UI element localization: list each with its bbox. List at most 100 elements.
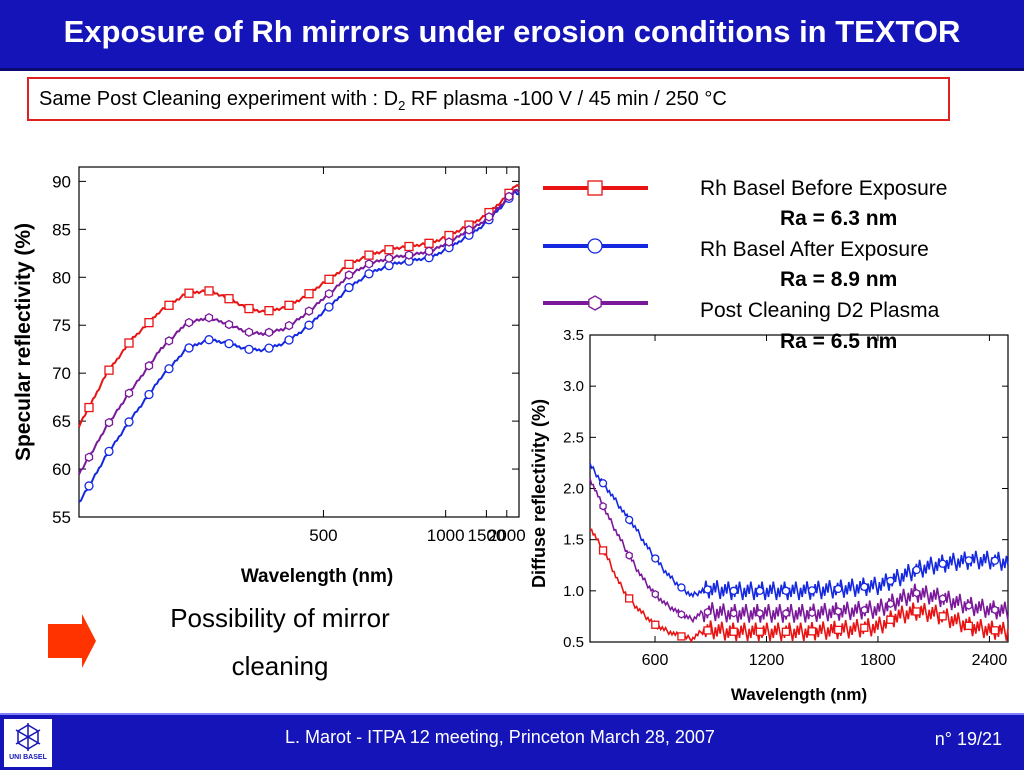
data-point (264, 306, 274, 316)
data-point (124, 417, 134, 427)
legend-ra-before: Ra = 6.3 nm (780, 207, 898, 230)
data-point (224, 294, 234, 304)
data-point (404, 241, 414, 252)
data-point (834, 607, 842, 616)
data-point (587, 180, 603, 196)
data-point (677, 583, 686, 592)
y-tick-label: 85 (52, 220, 71, 239)
data-point (304, 306, 314, 316)
x-tick-label: 1800 (860, 652, 896, 669)
data-point (484, 212, 494, 222)
legend-label-before: Rh Basel Before Exposure (700, 177, 948, 200)
y-axis-label: Specular reflectivity (%) (12, 223, 35, 461)
data-point (344, 259, 354, 270)
data-point (756, 609, 764, 618)
data-point (184, 343, 194, 353)
data-point (84, 402, 94, 413)
x-tick-label: 500 (309, 526, 337, 545)
legend-lines (543, 180, 648, 311)
data-point (384, 245, 394, 255)
data-point (144, 361, 154, 371)
data-point (84, 481, 94, 491)
legend-ra-after: Ra = 8.9 nm (780, 268, 898, 291)
data-point (807, 586, 817, 595)
data-point (184, 288, 194, 298)
data-point (424, 238, 434, 248)
series-line (589, 478, 1009, 624)
data-point (164, 364, 174, 374)
condition-suffix: RF plasma -100 V / 45 min / 250 °C (405, 88, 727, 110)
footer-citation: L. Marot - ITPA 12 meeting, Princeton Ma… (285, 727, 715, 747)
data-point (587, 238, 603, 254)
data-point (912, 565, 921, 575)
slide-number: n° 19/21 (934, 729, 1002, 749)
data-point (886, 615, 895, 624)
data-point (224, 319, 234, 330)
data-point (384, 253, 394, 264)
data-point (364, 269, 374, 279)
y-tick-label: 2.5 (563, 429, 584, 446)
legend-label-cleaning: Post Cleaning D2 Plasma (700, 299, 940, 322)
data-point (939, 594, 947, 603)
data-point (504, 191, 514, 202)
x-tick-label: 600 (642, 652, 669, 669)
data-point (625, 551, 633, 560)
data-point (938, 612, 947, 621)
data-point (464, 225, 474, 235)
data-point (677, 610, 686, 619)
logo-lettering: UNI BASEL (9, 754, 47, 761)
conclusion-line-1: Possibility of mirror (170, 603, 390, 633)
x-axis-label: Wavelength (nm) (241, 566, 393, 587)
data-point (598, 546, 608, 555)
data-point (324, 274, 334, 284)
data-point (599, 501, 607, 511)
data-point (284, 320, 294, 331)
data-point (965, 601, 973, 610)
y-tick-label: 60 (52, 460, 71, 479)
data-point (588, 295, 602, 311)
data-point (284, 335, 294, 345)
x-tick-label: 1000 (427, 526, 465, 545)
condition-text: Same Post Cleaning experiment with : D2 … (39, 88, 727, 113)
y-tick-label: 70 (52, 364, 71, 383)
data-point (344, 270, 354, 280)
data-point (834, 625, 843, 635)
data-point (264, 327, 274, 338)
plot-frame (78, 166, 520, 518)
data-point (144, 318, 154, 328)
data-point (781, 627, 791, 636)
data-point (304, 320, 314, 330)
x-tick-label: 2000 (488, 526, 526, 545)
right-arrow-icon (48, 614, 96, 668)
data-point (598, 479, 608, 488)
conclusion-line-2: cleaning (231, 651, 329, 681)
data-point (755, 627, 764, 636)
data-point (964, 621, 973, 631)
y-tick-label: 55 (52, 508, 71, 527)
data-point (344, 282, 354, 293)
y-tick-label: 3.0 (563, 378, 584, 395)
data-point (834, 584, 843, 594)
data-point (104, 446, 114, 457)
data-point (224, 338, 234, 349)
data-point (860, 582, 869, 591)
condition-prefix: Same Post Cleaning experiment with : D (39, 88, 399, 110)
data-point (807, 627, 817, 636)
data-point (886, 599, 895, 609)
data-point (703, 585, 712, 594)
data-point (964, 556, 973, 565)
data-point (84, 452, 94, 462)
data-point (324, 302, 334, 312)
university-logo: UNI BASEL (4, 719, 52, 767)
legend-label-after: Rh Basel After Exposure (700, 238, 929, 261)
data-point (703, 626, 712, 635)
condition-box: Same Post Cleaning experiment with : D2 … (27, 77, 950, 121)
y-tick-label: 65 (52, 412, 71, 431)
x-tick-label: 1500 (467, 526, 505, 545)
diffuse-reflectivity-chart: 0.5 1.0 1.5 2.0 2.5 3.0 3.5 600 1200 1800 2400 Wave… (529, 327, 1009, 704)
data-point (651, 589, 659, 599)
data-point (860, 623, 869, 632)
data-point (651, 620, 660, 629)
footer-bar: UNI BASEL L. Marot - ITPA 12 meeting, Pr… (0, 713, 1024, 770)
